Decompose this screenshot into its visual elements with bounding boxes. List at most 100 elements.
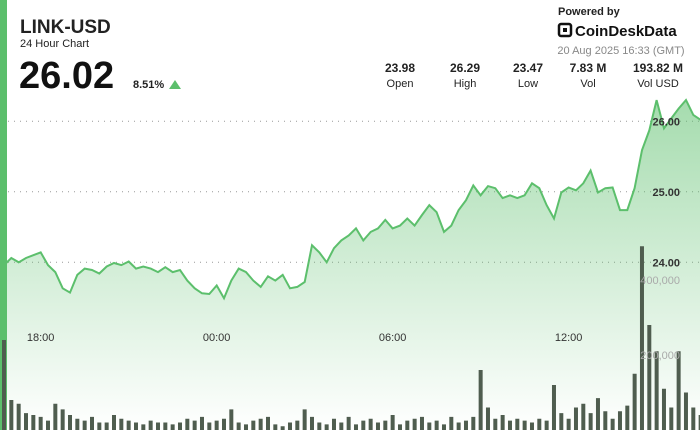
volume-bar: [691, 407, 696, 430]
volume-bar: [280, 426, 285, 430]
volume-bar: [661, 388, 666, 430]
volume-bar: [669, 407, 674, 430]
volume-bar: [141, 424, 146, 430]
volume-bar: [148, 420, 153, 430]
volume-bar: [192, 420, 197, 430]
stat-value: 26.29: [450, 61, 480, 75]
volume-bar: [559, 413, 564, 430]
volume-bar: [434, 420, 439, 430]
volume-bar: [111, 415, 116, 430]
volume-bar: [38, 416, 43, 430]
volume-bar: [573, 407, 578, 430]
volume-bar: [625, 405, 630, 430]
volume-bar: [82, 420, 87, 430]
volume-bar: [456, 422, 461, 430]
volume-bar: [515, 418, 520, 430]
volume-bar: [617, 411, 622, 430]
volume-bar: [295, 420, 300, 430]
volume-bar: [412, 418, 417, 430]
x-tick-label: 00:00: [203, 332, 231, 344]
volume-bar: [221, 418, 226, 430]
volume-bar: [331, 418, 336, 430]
volume-bar: [155, 422, 160, 430]
stat-label: High: [454, 78, 477, 90]
volume-bar: [449, 416, 454, 430]
volume-bar: [588, 413, 593, 430]
stat-label: Low: [518, 78, 538, 90]
volume-bar: [199, 416, 204, 430]
volume-bar: [339, 422, 344, 430]
volume-bar: [265, 416, 270, 430]
volume-bar: [493, 418, 498, 430]
volume-bar: [177, 422, 182, 430]
volume-bar: [67, 415, 72, 430]
volume-bar: [551, 385, 556, 430]
volume-bar: [566, 418, 571, 430]
price-line: [3, 98, 700, 301]
volume-bar: [163, 422, 168, 430]
stat-value: 23.47: [513, 61, 543, 75]
volume-bar: [287, 422, 292, 430]
volume-bar: [390, 415, 395, 430]
change: 8.51%: [133, 79, 164, 91]
accent-stripe: [0, 0, 7, 430]
volume-bar: [9, 400, 14, 430]
volume-bar: [654, 351, 659, 430]
volume-bar: [507, 420, 512, 430]
y2-tick-label: 200,000: [640, 350, 680, 362]
stats: 23.98 Open 26.29 High 23.47 Low 7.83 M Vol 193.8…: [385, 61, 683, 90]
stat-label: Vol USD: [637, 78, 679, 90]
subtitle: 24 Hour Chart: [20, 38, 89, 50]
volume-bar: [53, 403, 58, 430]
stat-value: 23.98: [385, 61, 415, 75]
volume-bar: [258, 418, 263, 430]
volume-bar: [544, 420, 549, 430]
volume-bar: [419, 416, 424, 430]
volume-bar: [104, 422, 109, 430]
volume-bar: [185, 418, 190, 430]
volume-bar: [676, 351, 681, 430]
brand-logo: [557, 22, 573, 38]
volume-bar: [647, 325, 652, 430]
volume-bar: [405, 420, 410, 430]
volume-bar: [273, 424, 278, 430]
volume-bar: [302, 409, 307, 430]
price: 26.02: [19, 55, 114, 97]
volume-bar: [368, 418, 373, 430]
volume-bar: [478, 370, 483, 430]
volume-bar: [126, 420, 131, 430]
x-tick-label: 18:00: [27, 332, 55, 344]
volume-bar: [75, 418, 80, 430]
volume-bar: [471, 416, 476, 430]
up-arrow: [169, 80, 181, 89]
volume-bar: [170, 424, 175, 430]
y2-tick-label: 400,000: [640, 275, 680, 287]
y-tick-label: 26.00: [652, 116, 680, 128]
volume-bar: [361, 420, 366, 430]
volume-bar: [2, 340, 6, 430]
volume-bar: [698, 415, 700, 430]
plot: 18:00 00:00 06:00 12:00 24.00 25.00 26.00 200,0…: [2, 98, 700, 430]
volume-bar: [353, 424, 358, 430]
stat-label: Vol: [580, 78, 595, 90]
volume-bar: [537, 418, 542, 430]
volume-bar: [45, 420, 50, 430]
y-tick-label: 24.00: [652, 257, 680, 269]
volume-bar: [581, 403, 586, 430]
volume-bar: [243, 424, 248, 430]
volume-bar: [639, 246, 644, 430]
price-area: [4, 100, 700, 430]
volume-bar: [500, 415, 505, 430]
volume-bar: [683, 392, 688, 430]
y-tick-label: 25.00: [652, 187, 680, 199]
volume-bar: [16, 403, 21, 430]
volume-bar: [522, 420, 527, 430]
volume-bar: [529, 422, 534, 430]
stat-label: Open: [387, 78, 414, 90]
volume-bar: [441, 424, 446, 430]
volume-bar: [23, 413, 28, 430]
x-tick-label: 12:00: [555, 332, 583, 344]
volume-bar: [427, 422, 432, 430]
volume-bar: [383, 420, 388, 430]
volume-bar: [375, 422, 380, 430]
